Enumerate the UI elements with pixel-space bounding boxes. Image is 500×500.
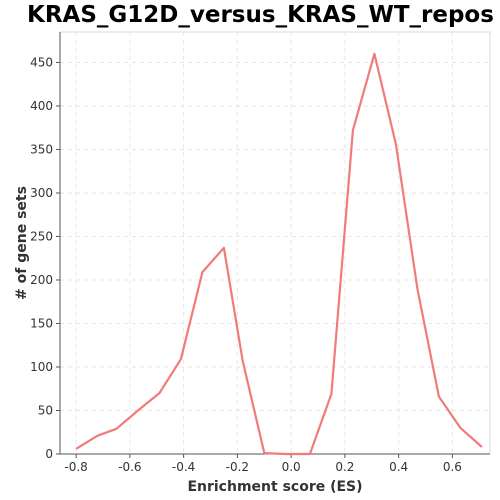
- x-tick-label: -0.6: [118, 460, 141, 474]
- plot-area: [60, 32, 490, 454]
- y-tick-label: 450: [30, 55, 53, 69]
- y-tick-label: 100: [30, 360, 53, 374]
- y-tick-label: 200: [30, 273, 53, 287]
- y-tick-label: 150: [30, 316, 53, 330]
- x-tick-label: 0.6: [443, 460, 462, 474]
- y-tick-label: 0: [45, 447, 53, 461]
- y-tick-label: 250: [30, 229, 53, 243]
- y-tick-label: 350: [30, 142, 53, 156]
- y-tick-label: 300: [30, 186, 53, 200]
- y-axis-title: # of gene sets: [14, 186, 30, 300]
- x-tick-label: -0.8: [64, 460, 87, 474]
- x-tick-label: 0.4: [389, 460, 408, 474]
- x-axis-title: Enrichment score (ES): [187, 479, 362, 495]
- x-tick-label: -0.4: [172, 460, 195, 474]
- x-tick-label: 0.2: [335, 460, 354, 474]
- y-tick-label: 400: [30, 99, 53, 113]
- x-tick-label: -0.2: [226, 460, 249, 474]
- x-tick-label: 0.0: [282, 460, 301, 474]
- y-tick-label: 50: [38, 403, 53, 417]
